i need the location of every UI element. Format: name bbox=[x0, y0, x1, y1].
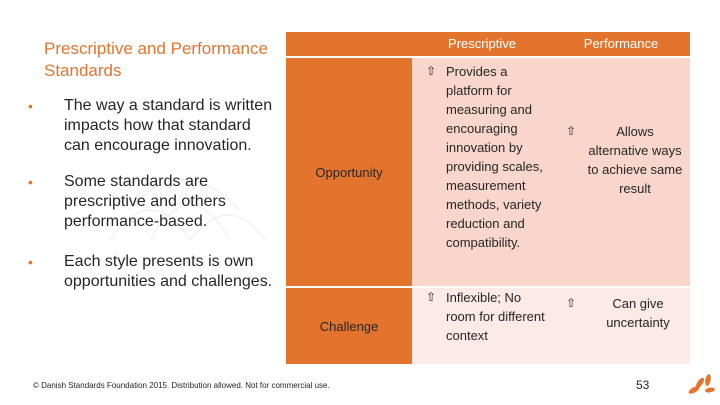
arrow-up-icon: ⇧ bbox=[565, 124, 577, 138]
bullet-item: • The way a standard is written impacts h… bbox=[28, 97, 273, 154]
arrow-up-icon: ⇧ bbox=[425, 64, 437, 78]
row-label-opportunity: Opportunity bbox=[286, 58, 412, 286]
bullet-dot: • bbox=[28, 174, 33, 190]
table-cell: ⇧ Inflexible; No room for different cont… bbox=[412, 288, 552, 364]
table-header-empty bbox=[286, 32, 412, 56]
table-cell: ⇧ Provides a platform for measuring and … bbox=[412, 58, 552, 286]
bullet-dot: • bbox=[28, 98, 33, 114]
footer-copyright: © Danish Standards Foundation 2015. Dist… bbox=[33, 381, 330, 390]
slide-title: Prescriptive and Performance Standards bbox=[44, 39, 268, 80]
bullet-item: • Each style presents is own opportunitie… bbox=[28, 253, 273, 290]
bullet-dot: • bbox=[28, 254, 33, 270]
table-row: Opportunity ⇧ Provides a platform for me… bbox=[286, 58, 690, 286]
table-cell: ⇧ Allows alternative ways to achieve sam… bbox=[552, 58, 690, 286]
table-header-row: Prescriptive Performance bbox=[286, 32, 690, 56]
arrow-up-icon: ⇧ bbox=[425, 290, 437, 304]
row-label-challenge: Challenge bbox=[286, 288, 412, 364]
table-cell: ⇧ Can give uncertainty bbox=[552, 288, 690, 364]
bullet-item: • Some standards are prescriptive and oth… bbox=[28, 173, 226, 230]
watermark-icon bbox=[109, 179, 266, 241]
leaf-logo-icon bbox=[688, 374, 715, 394]
page-number: 53 bbox=[636, 378, 650, 392]
table-header-performance: Performance bbox=[552, 32, 690, 56]
comparison-table: Prescriptive Performance Opportunity ⇧ P… bbox=[286, 32, 690, 364]
table-header-prescriptive: Prescriptive bbox=[412, 32, 552, 56]
arrow-up-icon: ⇧ bbox=[565, 296, 577, 310]
bullet-list: • The way a standard is written impacts h… bbox=[28, 96, 278, 302]
table-row: Challenge ⇧ Inflexible; No room for diff… bbox=[286, 288, 690, 364]
